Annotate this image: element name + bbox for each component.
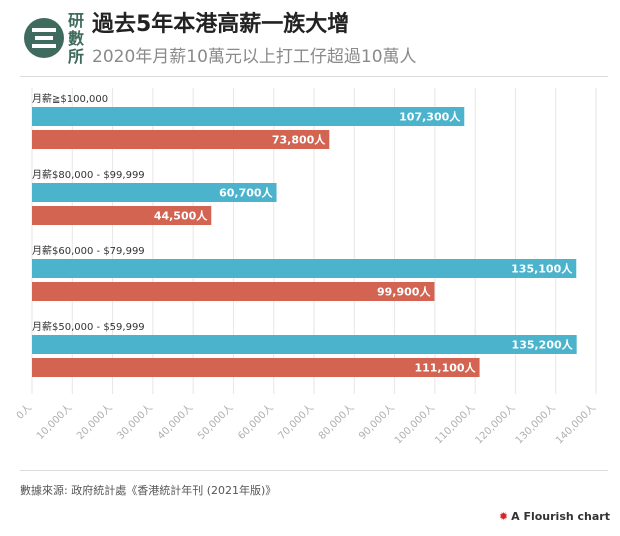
x-tick-label: 10,000人	[34, 402, 74, 442]
data-label: 107,300人	[399, 110, 461, 124]
x-tick-label: 20,000人	[74, 402, 114, 442]
bar	[32, 107, 465, 126]
x-tick-label: 0人	[14, 402, 34, 422]
data-label: 73,800人	[272, 133, 326, 147]
category-label: 月薪≧$100,000	[32, 93, 108, 105]
data-label: 60,700人	[219, 186, 273, 200]
source-note: 數據來源: 政府統計處《香港統計年刊 (2021年版)》	[20, 484, 277, 497]
data-label: 99,900人	[377, 285, 431, 299]
page-title: 過去5年本港高薪一族大增	[92, 12, 350, 37]
bar	[32, 259, 577, 278]
data-label: 135,200人	[512, 338, 574, 352]
flourish-credit[interactable]: ✹ A Flourish chart	[499, 510, 610, 523]
x-tick-label: 30,000人	[115, 402, 155, 442]
bar	[32, 206, 212, 225]
x-tick-label: 50,000人	[195, 402, 235, 442]
logo-emblem: 研數所	[24, 11, 84, 66]
bar	[32, 183, 277, 202]
x-tick-label: 140,000人	[553, 402, 598, 447]
bar-chart: 0人 10,000人 20,000人 30,000人 40,000人 50,000人 60,…	[14, 88, 598, 447]
bar	[32, 358, 480, 377]
category-label: 月薪$50,000 - $59,999	[32, 321, 145, 333]
credit-label: A Flourish chart	[511, 510, 610, 523]
x-tick-label: 60,000人	[236, 402, 276, 442]
category-label: 月薪$60,000 - $79,999	[32, 245, 145, 257]
footer-divider	[20, 470, 608, 471]
x-tick-label: 90,000人	[356, 402, 396, 442]
logo: 研數所	[22, 10, 90, 68]
page-subtitle: 2020年月薪10萬元以上打工仔超過10萬人	[92, 47, 417, 67]
x-tick-label: 110,000人	[432, 402, 477, 447]
data-label: 44,500人	[154, 209, 208, 223]
flourish-star-icon: ✹	[498, 510, 509, 523]
x-tick-label: 130,000人	[513, 402, 558, 447]
x-tick-label: 70,000人	[276, 402, 316, 442]
x-tick-label: 120,000人	[473, 402, 518, 447]
logo-glyph: 所	[68, 47, 84, 66]
data-label: 111,100人	[414, 361, 476, 375]
x-tick-label: 40,000人	[155, 402, 195, 442]
category-label: 月薪$80,000 - $99,999	[32, 169, 145, 181]
bar	[32, 282, 435, 301]
logo-glyph: 數	[68, 29, 84, 48]
header-divider	[20, 76, 608, 77]
bar	[32, 130, 330, 149]
x-tick-label: 80,000人	[316, 402, 356, 442]
bar	[32, 335, 577, 354]
logo-glyph: 研	[68, 11, 84, 30]
x-tick-label: 100,000人	[392, 402, 437, 447]
data-label: 135,100人	[511, 262, 573, 276]
